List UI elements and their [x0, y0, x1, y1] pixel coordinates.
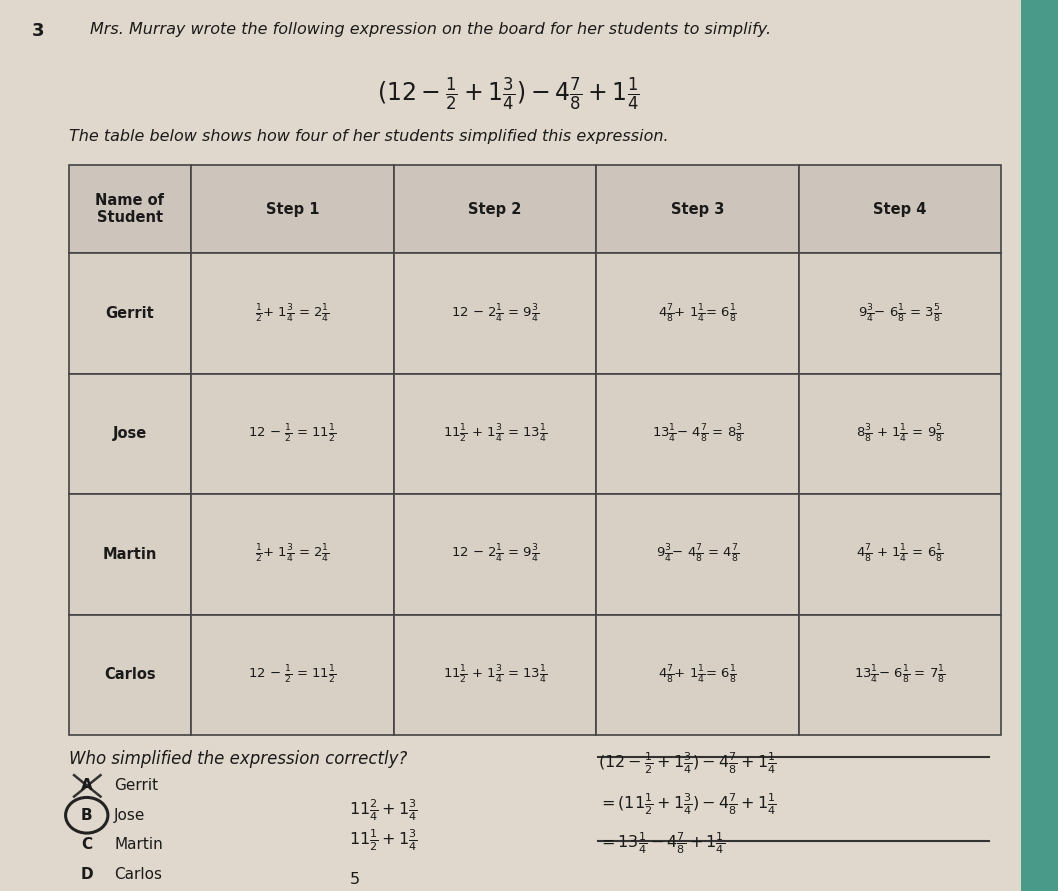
Text: Mrs. Murray wrote the following expression on the board for her students to simp: Mrs. Murray wrote the following expressi… — [90, 22, 771, 37]
Text: Step 2: Step 2 — [469, 201, 522, 217]
Text: $(12 - \frac{1}{2} + 1\frac{3}{4}) - 4\frac{7}{8} + 1\frac{1}{4}$: $(12 - \frac{1}{2} + 1\frac{3}{4}) - 4\f… — [377, 76, 639, 113]
Text: 4$\frac{7}{8}$ + 1$\frac{1}{4}$ = 6$\frac{1}{8}$: 4$\frac{7}{8}$ + 1$\frac{1}{4}$ = 6$\fra… — [856, 544, 944, 566]
Text: Step 4: Step 4 — [873, 201, 927, 217]
Text: $5$: $5$ — [349, 871, 360, 887]
Text: 12 − 2$\frac{1}{4}$ = 9$\frac{3}{4}$: 12 − 2$\frac{1}{4}$ = 9$\frac{3}{4}$ — [451, 544, 539, 566]
Text: Gerrit: Gerrit — [106, 306, 154, 321]
Text: D: D — [80, 867, 93, 881]
Text: C: C — [81, 838, 92, 852]
Text: Jose: Jose — [113, 427, 147, 441]
Text: Carlos: Carlos — [104, 667, 156, 683]
Text: Martin: Martin — [114, 838, 163, 852]
Text: A: A — [80, 779, 93, 793]
Text: Who simplified the expression correctly?: Who simplified the expression correctly? — [69, 750, 407, 768]
Text: $\frac{1}{2}$+ 1$\frac{3}{4}$ = 2$\frac{1}{4}$: $\frac{1}{2}$+ 1$\frac{3}{4}$ = 2$\frac{… — [255, 302, 330, 324]
Text: 11$\frac{1}{2}$ + 1$\frac{3}{4}$ = 13$\frac{1}{4}$: 11$\frac{1}{2}$ + 1$\frac{3}{4}$ = 13$\f… — [442, 423, 547, 445]
Bar — [1021, 0, 1058, 891]
Text: 4$\frac{7}{8}$+ 1$\frac{1}{4}$= 6$\frac{1}{8}$: 4$\frac{7}{8}$+ 1$\frac{1}{4}$= 6$\frac{… — [658, 302, 736, 324]
Text: Step 1: Step 1 — [266, 201, 320, 217]
Text: $=(11\frac{1}{2}+1\frac{3}{4}) - 4\frac{7}{8}+1\frac{1}{4}$: $=(11\frac{1}{2}+1\frac{3}{4}) - 4\frac{… — [598, 791, 777, 817]
Text: 4$\frac{7}{8}$+ 1$\frac{1}{4}$= 6$\frac{1}{8}$: 4$\frac{7}{8}$+ 1$\frac{1}{4}$= 6$\frac{… — [658, 664, 736, 686]
Text: Step 3: Step 3 — [671, 201, 724, 217]
Text: $11\frac{1}{2} + 1\frac{3}{4}$: $11\frac{1}{2} + 1\frac{3}{4}$ — [349, 827, 418, 853]
Text: 8$\frac{3}{8}$ + 1$\frac{1}{4}$ = 9$\frac{5}{8}$: 8$\frac{3}{8}$ + 1$\frac{1}{4}$ = 9$\fra… — [856, 423, 944, 445]
Text: 9$\frac{3}{4}$− 6$\frac{1}{8}$ = 3$\frac{5}{8}$: 9$\frac{3}{4}$− 6$\frac{1}{8}$ = 3$\frac… — [858, 302, 942, 324]
Text: 13$\frac{1}{4}$− 6$\frac{1}{8}$ = 7$\frac{1}{8}$: 13$\frac{1}{4}$− 6$\frac{1}{8}$ = 7$\fra… — [854, 664, 946, 686]
Text: 9$\frac{3}{4}$− 4$\frac{7}{8}$ = 4$\frac{7}{8}$: 9$\frac{3}{4}$− 4$\frac{7}{8}$ = 4$\frac… — [656, 544, 738, 566]
Text: B: B — [81, 808, 92, 822]
Text: 3: 3 — [32, 22, 44, 40]
Text: 12 − 2$\frac{1}{4}$ = 9$\frac{3}{4}$: 12 − 2$\frac{1}{4}$ = 9$\frac{3}{4}$ — [451, 302, 539, 324]
Text: $\frac{1}{2}$+ 1$\frac{3}{4}$ = 2$\frac{1}{4}$: $\frac{1}{2}$+ 1$\frac{3}{4}$ = 2$\frac{… — [255, 544, 330, 566]
Text: 12 − $\frac{1}{2}$ = 11$\frac{1}{2}$: 12 − $\frac{1}{2}$ = 11$\frac{1}{2}$ — [249, 423, 336, 445]
Text: 11$\frac{1}{2}$ + 1$\frac{3}{4}$ = 13$\frac{1}{4}$: 11$\frac{1}{2}$ + 1$\frac{3}{4}$ = 13$\f… — [442, 664, 547, 686]
Text: 13$\frac{1}{4}$− 4$\frac{7}{8}$ = 8$\frac{3}{8}$: 13$\frac{1}{4}$− 4$\frac{7}{8}$ = 8$\fra… — [652, 423, 743, 445]
Text: 12 − $\frac{1}{2}$ = 11$\frac{1}{2}$: 12 − $\frac{1}{2}$ = 11$\frac{1}{2}$ — [249, 664, 336, 686]
Text: $11\frac{2}{4} + 1\frac{3}{4}$: $11\frac{2}{4} + 1\frac{3}{4}$ — [349, 797, 418, 823]
Text: The table below shows how four of her students simplified this expression.: The table below shows how four of her st… — [69, 129, 669, 144]
Text: $= 13\frac{1}{4} - 4\frac{7}{8} + 1\frac{1}{4}$: $= 13\frac{1}{4} - 4\frac{7}{8} + 1\frac… — [598, 830, 725, 856]
Text: Gerrit: Gerrit — [114, 779, 159, 793]
Text: Jose: Jose — [114, 808, 146, 822]
Text: Martin: Martin — [103, 547, 158, 562]
Text: $(12-\frac{1}{2}+1\frac{3}{4}) - 4\frac{7}{8} + 1\frac{1}{4}$: $(12-\frac{1}{2}+1\frac{3}{4}) - 4\frac{… — [598, 750, 777, 776]
Text: Carlos: Carlos — [114, 867, 162, 881]
Text: Name of
Student: Name of Student — [95, 192, 164, 225]
